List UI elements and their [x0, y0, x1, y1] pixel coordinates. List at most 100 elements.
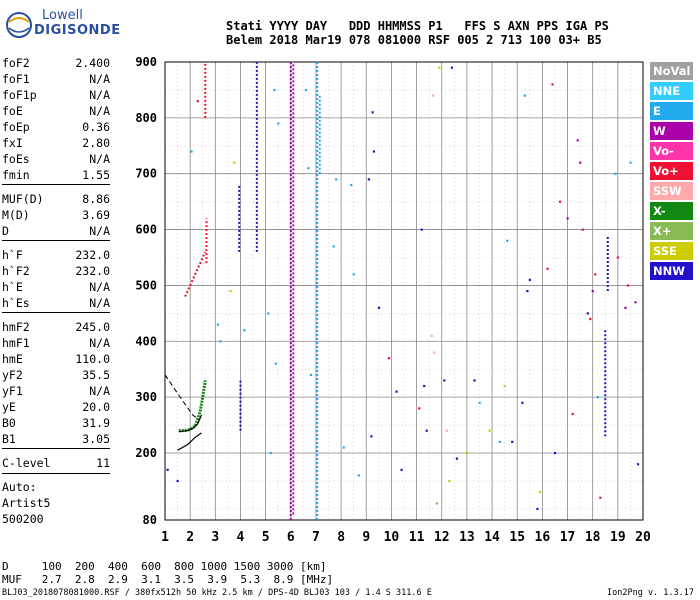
echo-point	[307, 167, 310, 170]
x-tick-label: 6	[287, 530, 295, 545]
param-name: hmF2	[2, 320, 30, 334]
plot-frame	[164, 61, 644, 521]
legend-noval: NoVal	[650, 62, 693, 80]
y-tick-label: 400	[135, 334, 157, 348]
param-value: N/A	[89, 384, 110, 398]
x-tick-label: 20	[635, 530, 651, 545]
echo-point	[488, 429, 491, 432]
echo-point	[616, 256, 620, 259]
echo-point	[277, 122, 280, 125]
x-tick-label: 11	[409, 530, 425, 545]
param-name: foF2	[2, 56, 30, 70]
param-value: 2.400	[75, 56, 110, 70]
station-header: Stati YYYY DAY DDD HHMMSS P1 FFS S AXN P…	[226, 19, 609, 47]
echo-point	[304, 88, 308, 92]
echo-point	[219, 340, 222, 343]
header-values: Belem 2018 Mar19 078 081000 RSF 005 2 71…	[226, 33, 602, 47]
echo-point	[370, 435, 373, 438]
param-row-b1: B1 3.05	[2, 431, 110, 447]
echo-point	[357, 474, 360, 477]
echo-point	[579, 161, 582, 164]
y-tick-label: 200	[135, 446, 157, 460]
echo-point	[523, 94, 526, 97]
param-name: yE	[2, 400, 16, 414]
param-separator	[2, 473, 110, 474]
echo-point	[400, 468, 403, 471]
param-name: B0	[2, 416, 16, 430]
param-row-d: D N/A	[2, 223, 110, 239]
param-name: B1	[2, 432, 16, 446]
param-row-foes: foEs N/A	[2, 151, 110, 167]
y-tick-label: 900	[135, 55, 157, 69]
echo-point	[267, 312, 270, 315]
param-name: h`F	[2, 248, 23, 262]
param-row-fof2: foF2 2.400	[2, 55, 110, 71]
param-row-fof1p: foF1p N/A	[2, 87, 110, 103]
echo-point	[571, 412, 574, 416]
legend-w: W	[650, 122, 693, 140]
y-tick-label: 700	[135, 167, 157, 181]
param-row-foep: foEp 0.36	[2, 119, 110, 135]
echo-point	[478, 401, 481, 404]
param-value: N/A	[89, 296, 110, 310]
x-tick-label: 10	[384, 530, 400, 545]
logo-line2: DIGISONDE	[34, 23, 121, 38]
echo-point	[465, 451, 469, 455]
legend-nne: NNE	[650, 82, 693, 100]
param-name: fmin	[2, 168, 30, 182]
x-tick-label: 14	[484, 530, 500, 545]
y-tick-label: 80	[143, 513, 157, 527]
x-tick-label: 5	[262, 530, 270, 545]
echo-point	[538, 491, 542, 494]
param-separator	[2, 240, 110, 241]
param-row-b0: B0 31.9	[2, 415, 110, 431]
file-info-footer: BLJ03_2018078081000.RSF / 380fx512h 50 k…	[2, 588, 432, 598]
echo-point	[455, 457, 459, 460]
echo-point	[576, 139, 579, 142]
echo-point	[558, 200, 562, 203]
param-value: N/A	[89, 224, 110, 238]
echo-point	[553, 451, 557, 455]
param-value: N/A	[89, 152, 110, 166]
version-label: Ion2Png v. 1.3.17	[607, 588, 694, 598]
echo-point	[335, 178, 338, 181]
param-value: 232.0	[75, 248, 110, 262]
echo-point	[332, 245, 335, 248]
param-row-ye: yE 20.0	[2, 399, 110, 415]
param-name: hmE	[2, 352, 23, 366]
echo-point	[216, 323, 220, 326]
echo-point	[372, 150, 376, 153]
echo-point	[624, 306, 627, 309]
echo-point	[528, 278, 531, 282]
echo-point	[546, 267, 549, 270]
x-tick-label: 9	[362, 530, 370, 545]
echo-point	[450, 66, 453, 69]
param-value: 0.36	[82, 120, 110, 134]
muf-distance-row: D 100 200 400 600 800 1000 1500 3000 [km…	[2, 560, 327, 573]
param-value: N/A	[89, 104, 110, 118]
echo-point	[636, 463, 640, 466]
echo-point	[536, 507, 539, 511]
oblique-trace	[184, 251, 207, 298]
x-tick-label: 15	[509, 530, 525, 545]
param-name: fxI	[2, 136, 23, 150]
echo-point	[371, 111, 374, 114]
echo-point	[233, 161, 236, 164]
echo-point	[243, 329, 246, 332]
y-tick-label: 300	[135, 390, 157, 404]
muf-value-row: MUF 2.7 2.8 2.9 3.1 3.5 3.9 5.3 8.9 [MHz…	[2, 573, 334, 586]
param-value: 245.0	[75, 320, 110, 334]
param-name: foF1p	[2, 88, 37, 102]
echo-point	[626, 284, 630, 287]
x-tick-label: 8	[337, 530, 345, 545]
param-name: foEp	[2, 120, 30, 134]
echo-point	[367, 178, 370, 181]
param-separator	[2, 184, 110, 185]
f2-trace	[178, 380, 207, 433]
param-row-yf1: yF1 N/A	[2, 383, 110, 399]
echo-point	[435, 502, 438, 505]
echo-point	[377, 306, 381, 309]
param-name: M(D)	[2, 208, 30, 222]
param-name: h`E	[2, 280, 23, 294]
